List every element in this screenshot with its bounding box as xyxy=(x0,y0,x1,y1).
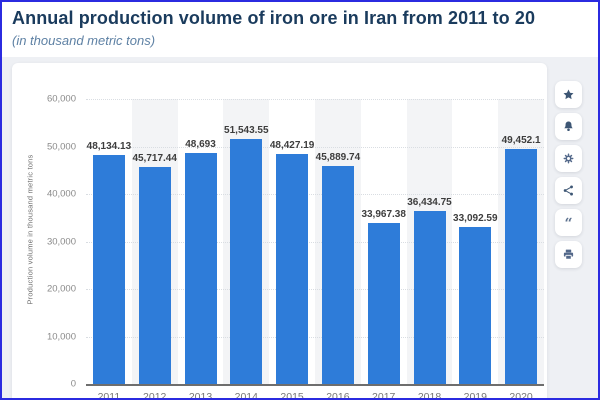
value-label: 51,543.55 xyxy=(224,125,269,137)
share-button[interactable] xyxy=(555,177,582,204)
star-icon xyxy=(562,88,575,101)
share-icon xyxy=(562,184,575,197)
plot-area: 48,134.13 45,717.44 48,693 51,543.55 48,427.… xyxy=(86,99,544,386)
x-axis-label: 2018 xyxy=(417,391,442,400)
x-axis-label: 2017 xyxy=(372,391,396,400)
x-axis-label: 2015 xyxy=(280,391,304,400)
y-tick-label: 60,000 xyxy=(46,93,76,105)
favorite-button[interactable] xyxy=(555,81,582,108)
bar-2011[interactable] xyxy=(92,155,125,384)
y-tick-label: 30,000 xyxy=(46,236,76,247)
x-axis-label: 2011 xyxy=(97,391,121,400)
gridline xyxy=(86,99,544,100)
value-label: 33,092.59 xyxy=(453,212,498,224)
notification-button[interactable] xyxy=(555,113,582,140)
value-label: 48,693 xyxy=(185,138,216,150)
bar-2013[interactable] xyxy=(184,152,217,384)
value-label: 49,452.1 xyxy=(501,135,541,147)
value-label: 48,427.19 xyxy=(269,139,315,151)
x-axis-label: 2019 xyxy=(463,391,487,400)
page-subtitle: (in thousand metric tons) xyxy=(12,33,156,48)
y-tick-label: 20,000 xyxy=(46,283,76,295)
print-button[interactable] xyxy=(555,241,582,268)
y-tick-label: 10,000 xyxy=(46,331,76,342)
gridline xyxy=(86,146,544,148)
value-label: 36,434.75 xyxy=(407,196,452,208)
gridline xyxy=(86,241,544,243)
bar-2018[interactable] xyxy=(413,210,446,384)
value-label: 48,134.13 xyxy=(86,141,132,153)
gear-icon xyxy=(562,152,575,165)
cite-button[interactable]: “ xyxy=(555,209,582,236)
chart-header: Annual production volume of iron ore in … xyxy=(2,2,598,57)
chart-card: Production volume in thousand metric ton… xyxy=(12,63,547,400)
gridline xyxy=(86,194,544,195)
content-area: Production volume in thousand metric ton… xyxy=(2,57,598,398)
y-tick-label: 40,000 xyxy=(46,188,76,200)
value-label: 33,967.38 xyxy=(361,208,406,220)
bar-2017[interactable] xyxy=(367,222,400,384)
printer-icon xyxy=(562,248,575,261)
bar-2019[interactable] xyxy=(459,226,492,384)
quote-icon: “ xyxy=(562,216,575,229)
bar-2015[interactable] xyxy=(276,153,309,384)
x-axis-label: 2020 xyxy=(509,391,533,400)
value-label: 45,889.74 xyxy=(315,152,361,164)
gridline xyxy=(86,289,544,290)
x-axis-label: 2012 xyxy=(143,391,167,400)
svg-text:“: “ xyxy=(564,216,572,229)
bell-icon xyxy=(562,120,575,133)
page-title: Annual production volume of iron ore in … xyxy=(12,8,536,28)
bar-2016[interactable] xyxy=(321,166,354,384)
value-label: 45,717.44 xyxy=(132,152,177,164)
y-tick-label: 0 xyxy=(70,378,76,390)
toolbar-rail: “ xyxy=(555,81,582,268)
x-axis-label: 2016 xyxy=(326,391,350,400)
bar-2012[interactable] xyxy=(138,166,171,384)
bar-2014[interactable] xyxy=(230,139,263,384)
y-tick-label: 50,000 xyxy=(46,141,76,152)
x-axis-label: 2014 xyxy=(234,391,258,400)
gridline xyxy=(86,336,544,338)
bar-2020[interactable] xyxy=(505,149,538,384)
x-axis-label: 2013 xyxy=(188,391,213,400)
settings-button[interactable] xyxy=(555,145,582,172)
